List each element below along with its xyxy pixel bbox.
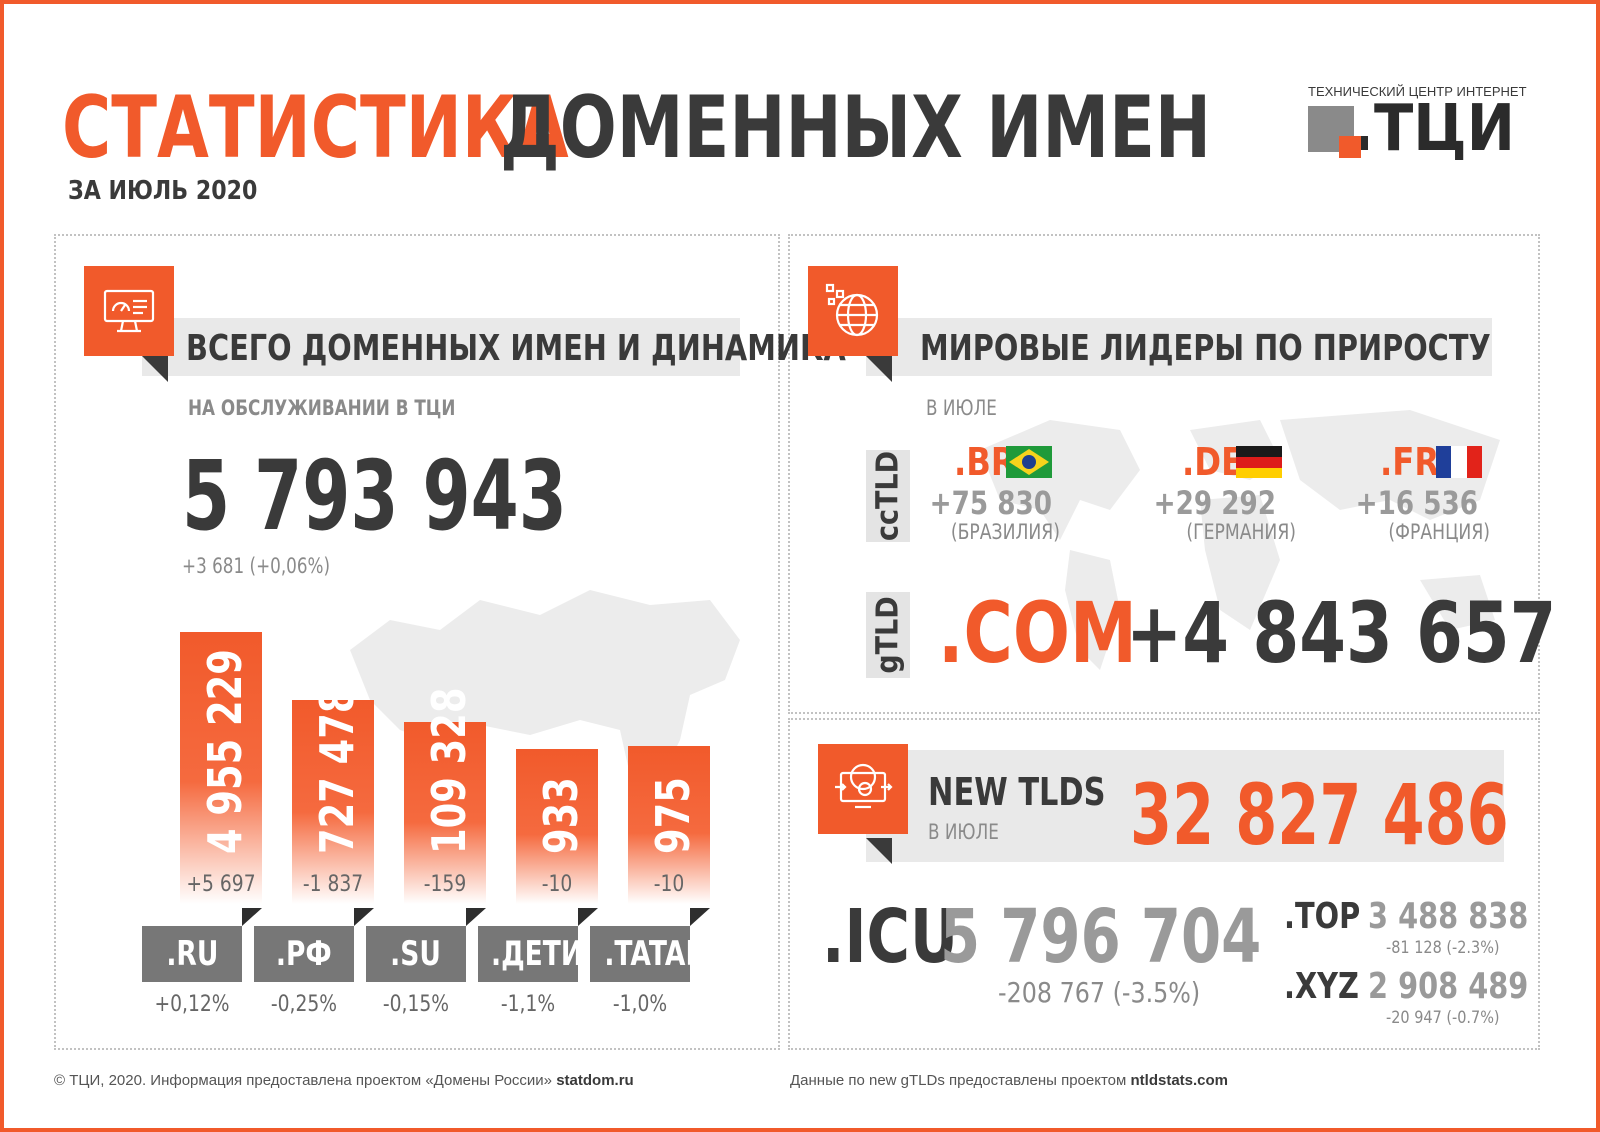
tld-tab-label: .РФ [276,934,332,974]
dashboard-monitor-icon [84,266,174,356]
left-heading-banner [142,318,740,376]
logo-text: ТЦИ [1374,92,1515,166]
banner-fold [142,356,168,382]
left-heading: ВСЕГО ДОМЕННЫХ ИМЕН И ДИНАМИКА [186,328,846,369]
xyz-change: -20 947 (-0.7%) [1386,1008,1500,1028]
bar-3 [516,749,598,904]
leader-br-code: .BR [954,440,1016,484]
tld-tab-2: .SU [366,926,466,982]
bar-value-label: 4 955 229 [198,649,252,854]
icu-value: 5 796 704 [940,894,1262,980]
globe-settings-icon [818,744,908,834]
globe-icon [808,266,898,356]
top-change: -81 128 (-2.3%) [1386,938,1500,958]
pct-change-label: -1,1% [500,992,556,1017]
tab-fold [578,908,598,926]
icu-change: -208 767 (-3.5%) [998,976,1201,1009]
pct-change-label: -0,15% [382,992,450,1017]
bar-4 [628,746,710,904]
bar-0 [180,632,262,904]
bar-delta-label: -10 [653,872,685,897]
leaders-caption: В ИЮЛЕ [926,396,997,420]
title-accent: СТАТИСТИКА [62,78,569,178]
xyz-value: 2 908 489 [1368,966,1529,1007]
tld-tab-4: .TATAR [590,926,706,982]
icu-code: .ICU [822,894,959,980]
gtld-label: gTLD [870,596,906,674]
tld-tab-label: .RU [165,934,219,974]
leader-fr-code: .FR [1380,440,1440,484]
brazil-flag-icon [1006,446,1052,478]
tld-tab-0: .RU [142,926,242,982]
bar-value-label: 975 [646,777,700,854]
pct-change-label: -1,0% [612,992,668,1017]
leader-br-value: +75 830 [929,484,1052,522]
leaders-heading: МИРОВЫЕ ЛИДЕРЫ ПО ПРИРОСТУ [920,328,1491,369]
footer-left-text: © ТЦИ, 2020. Информация предоставлена пр… [54,1072,553,1089]
total-domains-change: +3 681 (+0,06%) [182,554,331,578]
total-domains-value: 5 793 943 [182,440,567,552]
bar-value-label: 727 478 [310,687,364,854]
leader-de-value: +29 292 [1153,484,1276,522]
footer-left: © ТЦИ, 2020. Информация предоставлена пр… [54,1072,634,1089]
newtlds-total: 32 827 486 [1130,766,1509,864]
bar-value-label: 109 328 [422,687,476,854]
ntldstats-link[interactable]: ntldstats.com [1130,1072,1229,1089]
bar-1 [292,700,374,904]
banner-fold [866,838,892,864]
total-domains-panel [54,234,780,1050]
bar-delta-label: +5 697 [186,872,256,897]
tld-tab-label: .TATAR [604,934,706,974]
leader-fr-country: (ФРАНЦИЯ) [1388,520,1490,544]
tab-fold [690,908,710,926]
logo-square-orange [1339,136,1361,158]
newtlds-heading: NEW TLDS [928,770,1106,814]
title-main: ДОМЕННЫХ ИМЕН [500,78,1212,178]
top-code: .TOP [1284,896,1361,937]
statdom-link[interactable]: statdom.ru [556,1072,634,1089]
germany-flag-icon [1236,446,1282,478]
xyz-code: .XYZ [1284,966,1359,1007]
tld-tab-3: .ДЕТИ [478,926,583,982]
tld-tab-label: .ДЕТИ [490,934,584,974]
gtld-code: .COM [938,584,1137,682]
subtitle: ЗА ИЮЛЬ 2020 [68,176,258,206]
leader-de-code: .DE [1182,440,1244,484]
pct-change-label: -0,25% [270,992,338,1017]
leader-de-country: (ГЕРМАНИЯ) [1186,520,1296,544]
left-caption: НА ОБСЛУЖИВАНИИ В ТЦИ [188,396,456,420]
pct-change-label: +0,12% [154,992,230,1017]
tab-fold [354,908,374,926]
bar-value-label: 933 [534,777,588,854]
bar-delta-label: -10 [541,872,573,897]
bar-delta-label: -1 837 [302,872,364,897]
tab-fold [466,908,486,926]
leader-fr-value: +16 536 [1355,484,1478,522]
france-flag-icon [1436,446,1482,478]
banner-fold [866,356,892,382]
world-leaders-panel [788,234,1540,714]
tld-tab-label: .SU [390,934,442,974]
bar-delta-label: -159 [423,872,467,897]
newtlds-heading-banner [866,750,1504,862]
logo-tagline: ТЕХНИЧЕСКИЙ ЦЕНТР ИНТЕРНЕТ [1308,84,1527,99]
leaders-heading-banner [866,318,1492,376]
gtld-label-tab: gTLD [866,592,910,678]
top-value: 3 488 838 [1368,896,1529,937]
cctld-label-tab: ccTLD [866,450,910,542]
newtlds-caption: В ИЮЛЕ [928,820,999,844]
bar-2 [404,722,486,904]
leader-br-country: (БРАЗИЛИЯ) [950,520,1060,544]
new-tlds-panel [788,718,1540,1050]
tld-tab-1: .РФ [254,926,354,982]
gtld-value: +4 843 657 [1126,584,1557,682]
footer-right-text: Данные по new gTLDs предоставлены проект… [790,1072,1127,1089]
footer-right: Данные по new gTLDs предоставлены проект… [790,1072,1228,1089]
tab-fold [242,908,262,926]
